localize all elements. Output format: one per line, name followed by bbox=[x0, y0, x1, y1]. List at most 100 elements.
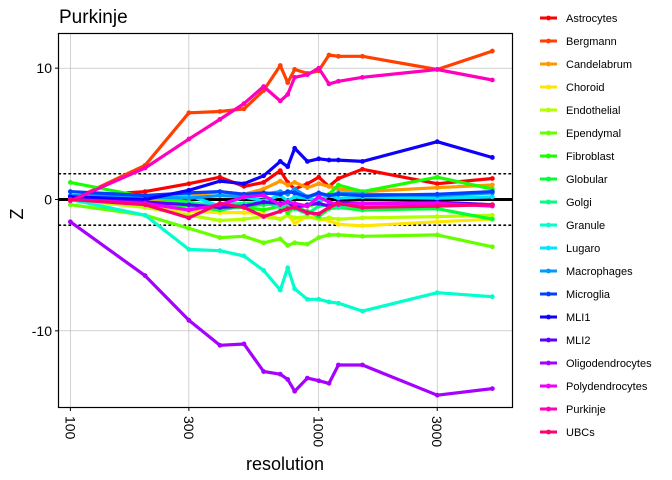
data-point-mli1 bbox=[434, 139, 440, 145]
data-point-granule bbox=[186, 246, 192, 252]
data-point-purkinje bbox=[186, 136, 192, 142]
data-point-ubcs bbox=[285, 206, 291, 212]
data-point-ependymal bbox=[277, 236, 283, 242]
data-point-polydendrocytes bbox=[360, 201, 365, 206]
data-point-bergmann bbox=[335, 53, 341, 59]
data-point-granule bbox=[261, 268, 267, 273]
data-point-polydendrocytes bbox=[326, 199, 332, 205]
data-point-ubcs bbox=[489, 202, 495, 208]
data-point-ubcs bbox=[277, 208, 283, 214]
legend-label-astrocytes: Astrocytes bbox=[566, 13, 618, 25]
data-point-lugaro bbox=[335, 195, 341, 201]
data-point-ubcs bbox=[186, 215, 192, 221]
data-point-ubcs bbox=[261, 214, 267, 219]
data-point-ependymal bbox=[489, 244, 495, 250]
legend-label-golgi: Golgi bbox=[566, 197, 592, 209]
series-line-lugaro bbox=[68, 193, 494, 208]
data-point-ubcs bbox=[241, 204, 247, 210]
data-point-fibroblast bbox=[335, 182, 341, 188]
data-point-endothelial bbox=[434, 214, 440, 219]
data-point-macrophages bbox=[217, 193, 223, 198]
x-tick-label: 300 bbox=[181, 416, 197, 440]
data-point-bergmann bbox=[217, 109, 223, 114]
data-point-microglia bbox=[142, 193, 148, 198]
data-point-endothelial bbox=[241, 216, 247, 222]
data-point-mli1 bbox=[326, 157, 332, 163]
legend-key-point-endothelial bbox=[546, 107, 551, 113]
legend-label-candelabrum: Candelabrum bbox=[566, 59, 632, 71]
data-point-purkinje bbox=[241, 101, 247, 107]
data-point-endothelial bbox=[335, 216, 341, 222]
data-point-globular bbox=[489, 216, 495, 222]
legend-key-point-ubcs bbox=[546, 429, 551, 435]
data-point-oligodendrocytes bbox=[241, 341, 247, 347]
legend-label-fibroblast: Fibroblast bbox=[566, 151, 614, 163]
data-point-purkinje bbox=[304, 72, 310, 78]
data-point-purkinje bbox=[285, 92, 291, 97]
data-point-granule bbox=[489, 294, 495, 300]
data-point-oligodendrocytes bbox=[285, 377, 291, 382]
data-point-candelabrum bbox=[316, 181, 322, 187]
data-point-ependymal bbox=[285, 243, 291, 248]
legend-label-granule: Granule bbox=[566, 220, 605, 232]
data-point-astrocytes bbox=[277, 168, 283, 173]
data-point-mli1 bbox=[241, 181, 247, 187]
data-point-ependymal bbox=[261, 240, 267, 246]
data-point-mli1 bbox=[285, 164, 291, 170]
data-point-endothelial bbox=[489, 212, 495, 218]
y-tick-label: 0 bbox=[44, 191, 52, 207]
data-point-astrocytes bbox=[360, 166, 365, 172]
data-point-candelabrum bbox=[304, 185, 310, 191]
data-point-microglia bbox=[277, 191, 283, 197]
data-point-polydendrocytes bbox=[241, 194, 247, 200]
legend-key-point-ependymal bbox=[546, 130, 551, 136]
data-point-ubcs bbox=[326, 204, 332, 210]
legend-label-endothelial: Endothelial bbox=[566, 105, 620, 117]
data-point-microglia bbox=[326, 193, 332, 198]
data-point-granule bbox=[142, 212, 148, 218]
data-point-lugaro bbox=[489, 194, 495, 200]
legend-label-choroid: Choroid bbox=[566, 82, 605, 94]
data-point-candelabrum bbox=[434, 185, 440, 191]
data-point-astrocytes bbox=[335, 176, 341, 181]
data-point-purkinje bbox=[335, 78, 341, 84]
data-point-astrocytes bbox=[304, 181, 310, 187]
data-point-candelabrum bbox=[285, 182, 291, 188]
y-axis-title: Z bbox=[7, 209, 27, 220]
data-point-astrocytes bbox=[142, 189, 148, 195]
data-point-choroid bbox=[292, 220, 298, 226]
data-point-mli1 bbox=[316, 156, 322, 162]
legend-label-bergmann: Bergmann bbox=[566, 36, 617, 48]
data-point-astrocytes bbox=[434, 181, 440, 187]
data-point-microglia bbox=[217, 189, 223, 195]
data-point-oligodendrocytes bbox=[261, 369, 267, 374]
legend-label-ubcs: UBCs bbox=[566, 427, 595, 439]
data-point-microglia bbox=[304, 194, 310, 200]
data-point-ependymal bbox=[304, 241, 310, 247]
y-tick-label: -10 bbox=[32, 323, 52, 339]
data-point-purkinje bbox=[217, 116, 223, 122]
data-point-macrophages bbox=[292, 186, 298, 192]
data-point-polydendrocytes bbox=[261, 193, 267, 198]
legend-key-point-oligodendrocytes bbox=[546, 360, 551, 366]
series-line-oligodendrocytes bbox=[68, 220, 494, 397]
data-point-polydendrocytes bbox=[186, 207, 192, 213]
chart-title: Purkinje bbox=[59, 7, 128, 28]
data-point-oligodendrocytes bbox=[67, 219, 73, 225]
data-point-astrocytes bbox=[316, 174, 322, 180]
data-point-fibroblast bbox=[261, 207, 267, 213]
data-point-ependymal bbox=[316, 235, 322, 240]
data-point-polydendrocytes bbox=[277, 202, 283, 208]
data-point-candelabrum bbox=[489, 182, 495, 188]
data-point-purkinje bbox=[360, 74, 365, 80]
data-point-ependymal bbox=[186, 225, 192, 231]
legend-label-globular: Globular bbox=[566, 174, 608, 186]
series-line-microglia bbox=[68, 190, 494, 199]
data-point-candelabrum bbox=[261, 186, 267, 192]
data-point-ependymal bbox=[67, 202, 73, 208]
data-point-granule bbox=[277, 287, 283, 293]
data-point-mli1 bbox=[261, 173, 267, 179]
data-point-granule bbox=[304, 296, 310, 302]
legend-key-point-candelabrum bbox=[546, 61, 551, 67]
